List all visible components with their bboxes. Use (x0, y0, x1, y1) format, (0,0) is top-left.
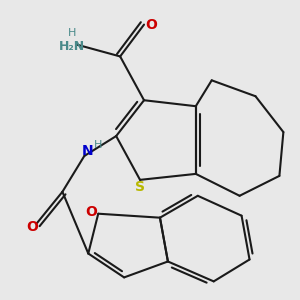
Text: H: H (68, 28, 76, 38)
Text: S: S (135, 180, 145, 194)
Text: O: O (145, 18, 157, 32)
Text: H: H (94, 140, 102, 150)
Text: H₂N: H₂N (59, 40, 86, 53)
Text: O: O (26, 220, 38, 234)
Text: O: O (85, 205, 97, 219)
Text: N: N (82, 144, 93, 158)
